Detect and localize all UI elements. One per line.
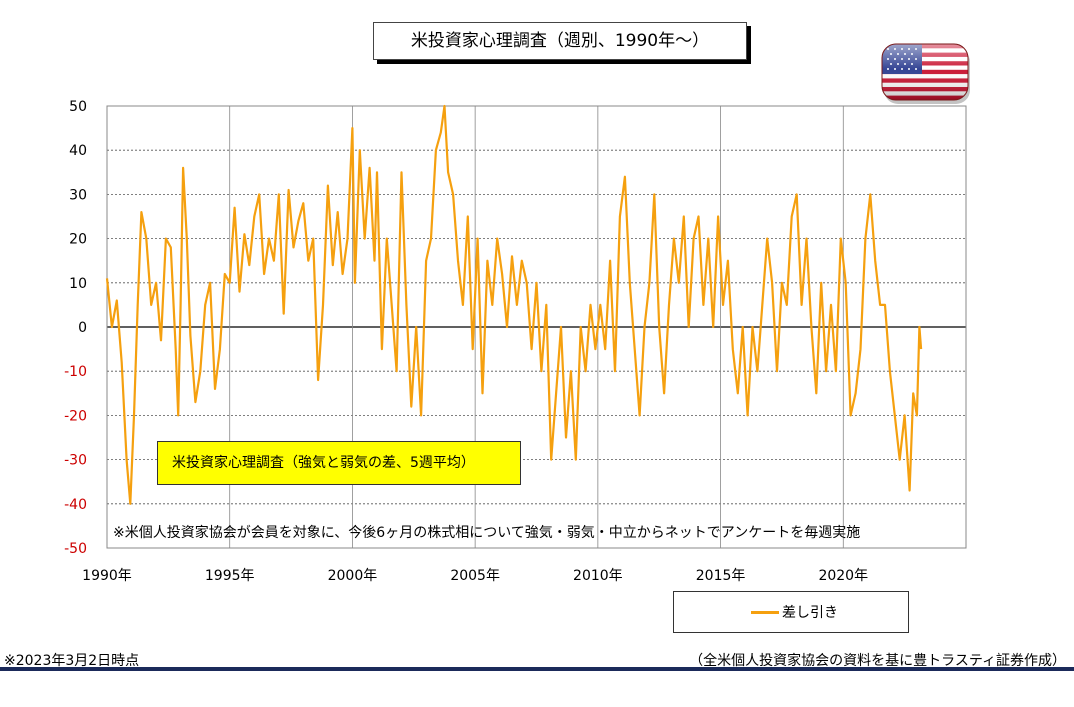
footer-divider — [0, 667, 1074, 671]
chart-title: 米投資家心理調査（週別、1990年～） — [373, 22, 747, 60]
source-credit: （全米個人投資家協会の資料を基に豊トラスティ証券作成） — [689, 653, 1066, 669]
legend-swatch — [751, 611, 779, 614]
y-tick-label: 20 — [69, 232, 87, 248]
x-tick-label: 2015年 — [696, 568, 746, 584]
y-tick-label: 10 — [69, 276, 87, 292]
x-tick-label: 2020年 — [818, 568, 868, 584]
y-tick-label: -50 — [64, 541, 87, 557]
x-tick-label: 2005年 — [450, 568, 500, 584]
as-of-date: ※2023年3月2日時点 — [4, 653, 140, 669]
y-tick-label: -20 — [64, 408, 87, 424]
y-tick-label: -10 — [64, 364, 87, 380]
y-tick-label: 50 — [69, 99, 87, 115]
x-tick-label: 2010年 — [573, 568, 623, 584]
legend: 差し引き — [673, 591, 909, 633]
x-tick-label: 2000年 — [328, 568, 378, 584]
y-axis: 50 40 30 20 10 0 -10 -20 -30 -40 -50 — [64, 99, 87, 557]
x-axis: 1990年 1995年 2000年 2005年 2010年 2015年 2020年 — [82, 568, 868, 584]
y-tick-label: 40 — [69, 143, 87, 159]
us-flag-icon — [881, 43, 970, 104]
y-tick-label: -40 — [64, 497, 87, 513]
plot-frame — [106, 105, 967, 549]
survey-note: ※米個人投資家協会が会員を対象に、今後6ヶ月の株式相について強気・弱気・中立から… — [113, 525, 861, 541]
y-tick-label: 30 — [69, 187, 87, 203]
legend-label: 差し引き — [782, 605, 838, 621]
y-tick-label: -30 — [64, 453, 87, 469]
series-line-net-sentiment — [105, 104, 923, 505]
annotation-box: 米投資家心理調査（強気と弱気の差、5週平均） — [157, 441, 521, 485]
x-tick-label: 1990年 — [82, 568, 132, 584]
x-tick-label: 1995年 — [205, 568, 255, 584]
y-tick-label: 0 — [78, 320, 87, 336]
